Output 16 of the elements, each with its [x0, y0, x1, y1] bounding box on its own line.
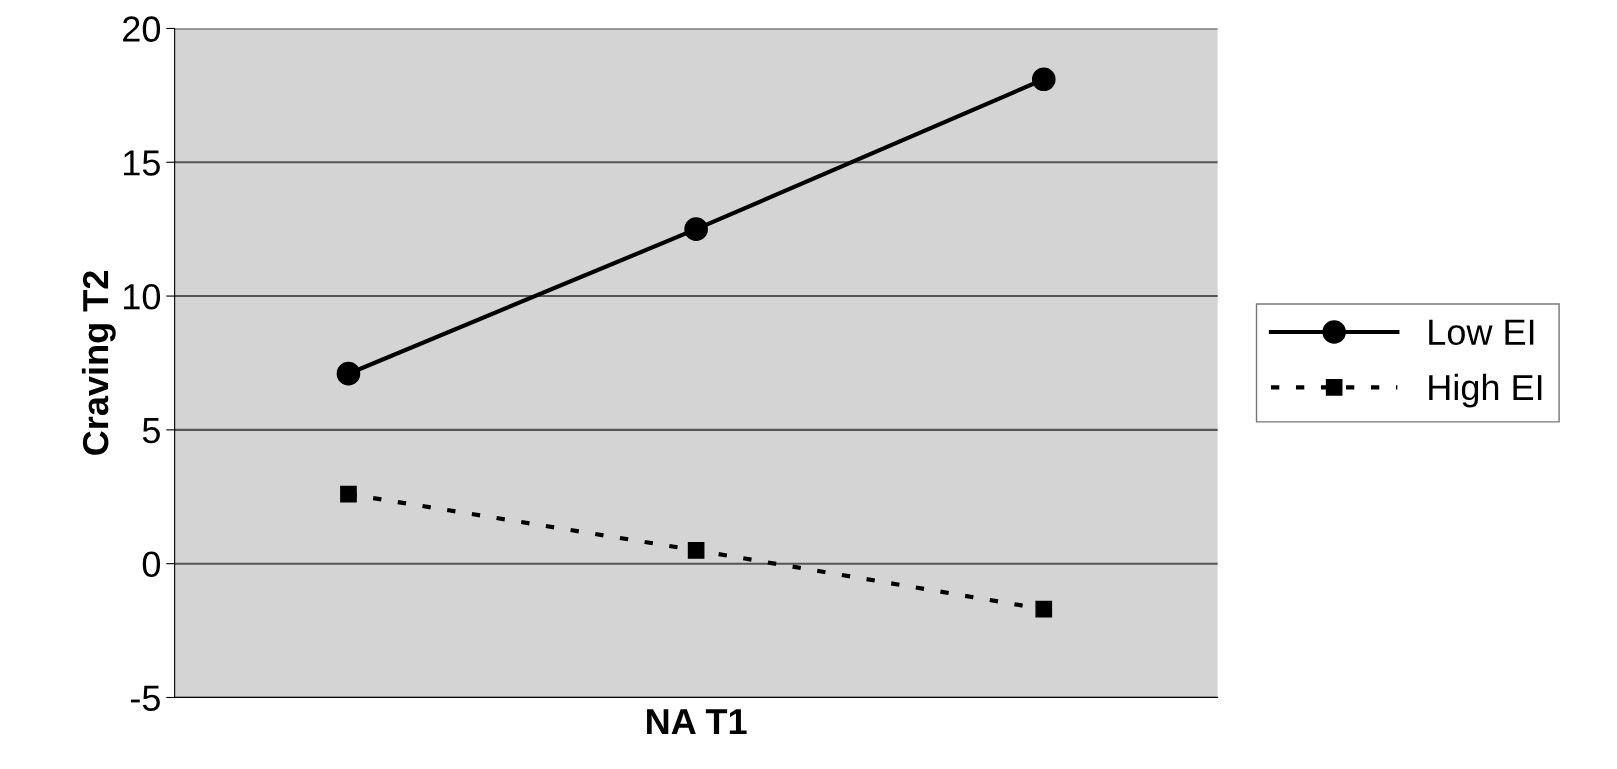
- legend-label: High EI: [1429, 373, 1542, 408]
- x-axis-title: NA T1: [647, 709, 747, 735]
- point: [340, 485, 357, 503]
- point: [336, 361, 361, 386]
- point: [687, 541, 705, 559]
- point: [684, 217, 708, 241]
- y-tick-label: 10: [124, 283, 161, 310]
- y-axis-title: Craving T2: [81, 271, 116, 455]
- y-tick-label: -5: [130, 685, 160, 711]
- y-tick-label: 0: [142, 551, 161, 578]
- point: [1035, 600, 1053, 618]
- point: [1031, 67, 1056, 92]
- legend-label: Low EI: [1429, 319, 1534, 345]
- y-tick-label: 15: [124, 150, 160, 176]
- y-tick-label: 20: [123, 16, 161, 42]
- y-tick-label: 5: [142, 418, 160, 444]
